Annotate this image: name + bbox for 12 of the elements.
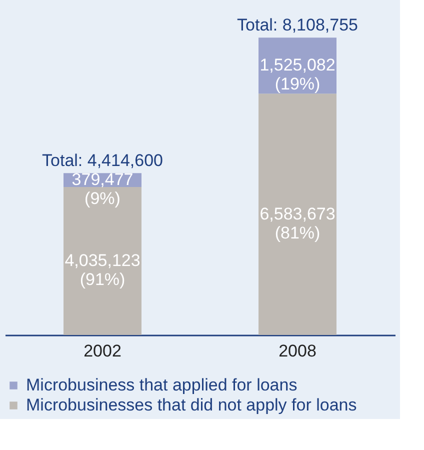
bar: [64, 187, 142, 335]
legend-label: Microbusinesses that did not apply for loans: [26, 396, 357, 414]
x-tick-label: 2008: [278, 342, 316, 360]
x-tick-label: 2002: [84, 342, 122, 360]
data-label: 379,477 (9%): [72, 170, 134, 208]
bar: [258, 94, 336, 335]
total-label: Total: 4,414,600: [42, 151, 163, 170]
data-label: 1,525,082 (19%): [260, 56, 336, 94]
legend-label: Microbusiness that applied for loans: [26, 376, 298, 394]
total-label: Total: 8,108,755: [237, 16, 358, 35]
data-label: 4,035,123 (91%): [64, 251, 140, 290]
data-label: 6,583,673 (81%): [260, 204, 336, 242]
